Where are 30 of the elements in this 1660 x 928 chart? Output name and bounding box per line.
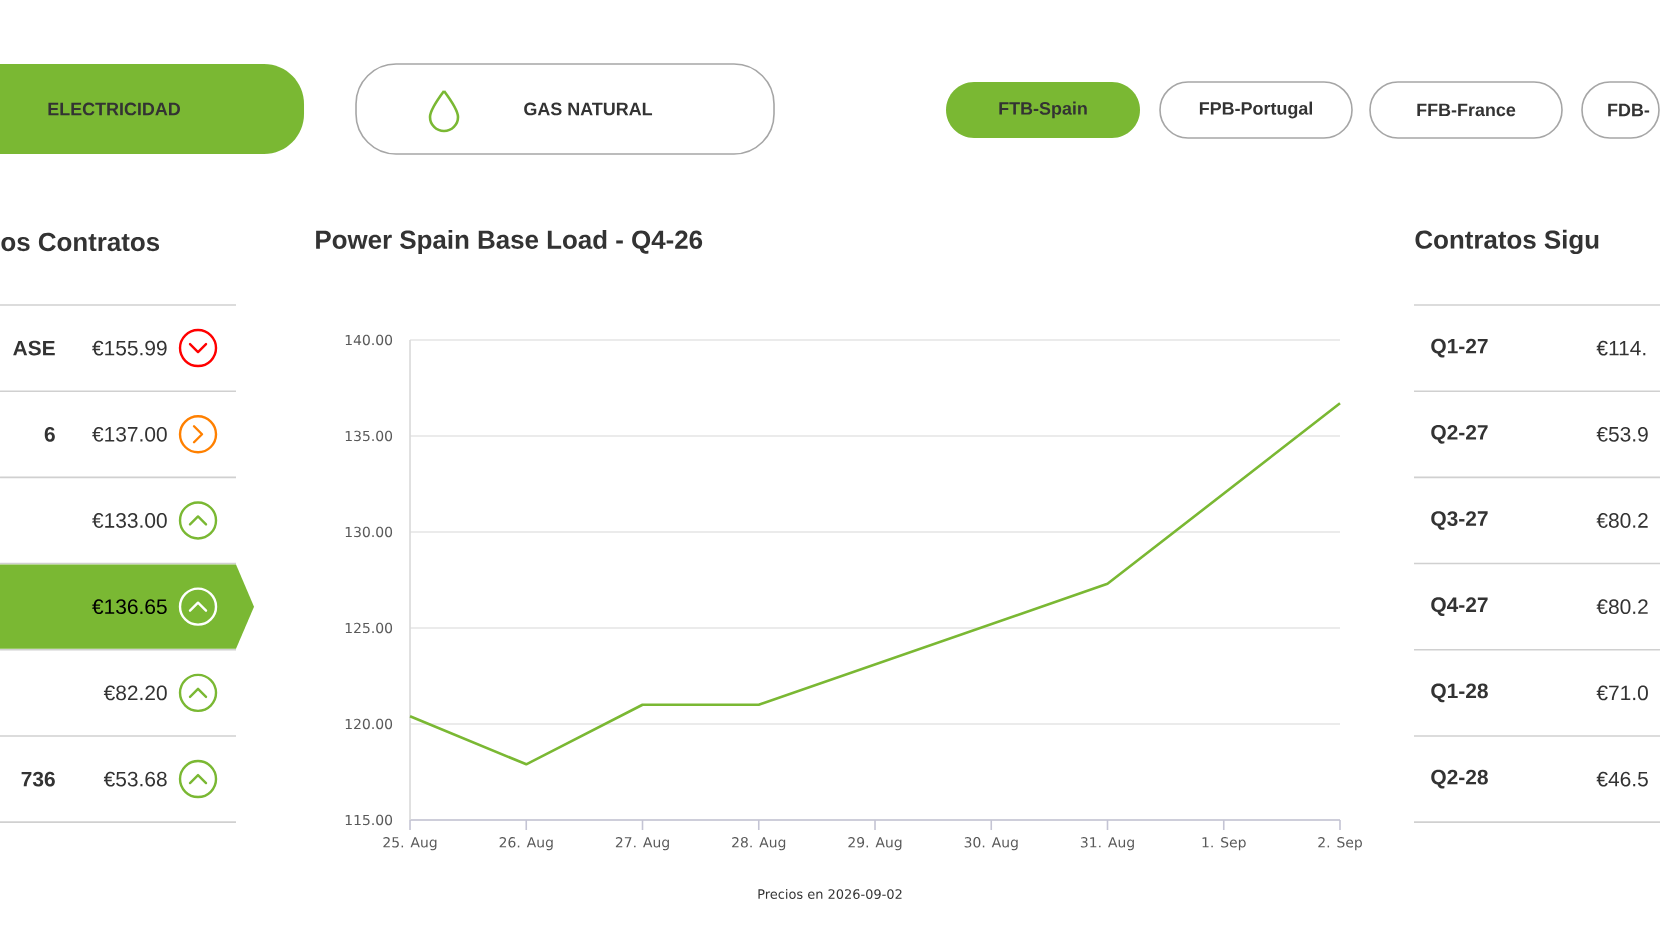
text: €53.9 xyxy=(1596,426,1648,442)
text: €53.68 xyxy=(103,771,167,787)
text: Contratos Sigu xyxy=(1415,229,1599,255)
category-label: Q3-27 xyxy=(1431,511,1488,530)
text: €80.2 xyxy=(1596,513,1648,528)
chart-title: Power Spain Base Load - Q4-26 xyxy=(316,229,703,255)
text: €82.20 xyxy=(103,685,167,701)
category-label: Q2-28 xyxy=(1431,769,1488,789)
text: GAS NATURAL xyxy=(524,102,653,116)
text: €136.65 xyxy=(92,599,167,615)
text: FPB-Portugal xyxy=(1199,101,1313,119)
text: FFB-France xyxy=(1417,103,1516,117)
text: €80.2 xyxy=(1596,599,1648,615)
text: €133.00 xyxy=(92,513,167,528)
category-label: Q4-27 xyxy=(1431,597,1488,617)
category-label: 736 xyxy=(21,771,55,787)
category-label: Q2-27 xyxy=(1431,424,1488,444)
text: FDB- xyxy=(1608,103,1650,117)
text: ELECTRICIDAD xyxy=(48,102,180,116)
text: os Contratos xyxy=(1,232,160,252)
text: FTB-Spain xyxy=(999,101,1087,119)
text: €71.0 xyxy=(1596,685,1648,701)
category-label: 6 xyxy=(44,426,55,442)
text: €114. xyxy=(1596,340,1646,356)
category-label: ASE xyxy=(13,340,55,356)
text: €155.99 xyxy=(92,340,167,356)
text: €46.5 xyxy=(1596,771,1648,787)
category-label: Q1-28 xyxy=(1431,683,1488,703)
text: €137.00 xyxy=(92,426,167,442)
category-label: Q1-27 xyxy=(1431,338,1488,358)
